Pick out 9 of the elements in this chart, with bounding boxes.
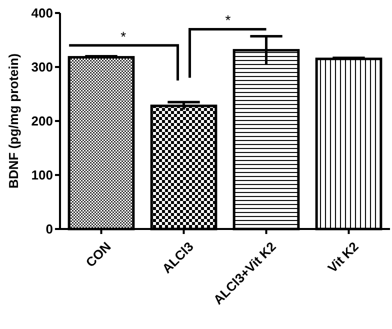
y-tick-label: 200	[31, 114, 53, 129]
y-tick-label: 400	[31, 6, 53, 21]
y-tick-label: 300	[31, 60, 53, 75]
x-tick-label: Vit K2	[324, 238, 362, 276]
y-tick-label: 0	[46, 222, 53, 237]
annotation: *	[120, 28, 127, 44]
y-tick-label: 100	[31, 168, 53, 183]
y-axis-title: BDNF (pg/mg protein)	[6, 53, 21, 189]
annotation: *	[225, 12, 232, 28]
